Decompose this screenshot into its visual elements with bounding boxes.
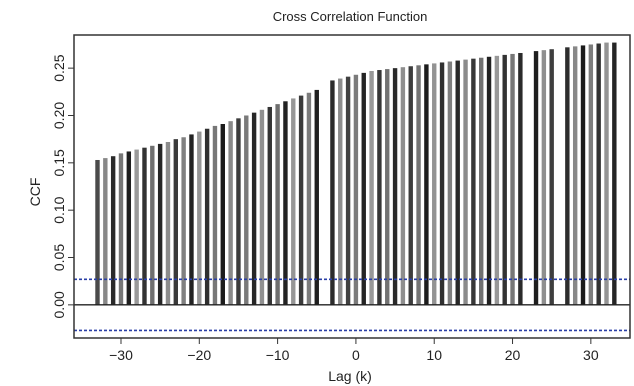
- ccf-bar: [432, 63, 437, 305]
- ccf-bar: [518, 52, 523, 305]
- ccf-bar: [134, 149, 139, 305]
- x-tick-label: −30: [109, 347, 133, 363]
- y-axis: 0.00 0.05 0.10 0.15 0.20 0.25: [51, 54, 74, 318]
- y-axis-label: CCF: [27, 178, 43, 207]
- y-tick-label: 0.00: [51, 291, 67, 318]
- ccf-bar: [447, 61, 453, 305]
- ccf-bar: [353, 74, 359, 305]
- ccf-bar: [424, 64, 429, 305]
- y-tick-label: 0.10: [51, 196, 67, 223]
- ccf-bar: [486, 56, 492, 305]
- ccf-bar: [439, 62, 445, 305]
- y-tick-label: 0.15: [51, 149, 67, 176]
- ccf-bar: [525, 52, 531, 305]
- ccf-bar: [580, 45, 586, 305]
- ccf-bar: [533, 51, 539, 305]
- ccf-bar: [197, 131, 202, 305]
- ccf-bar: [510, 53, 515, 305]
- ccf-bar: [494, 55, 500, 305]
- confidence-bounds: [74, 278, 630, 332]
- ccf-bar: [275, 104, 280, 305]
- ccf-bar: [392, 68, 398, 305]
- ccf-bar: [165, 141, 171, 305]
- ccf-bar: [604, 42, 609, 305]
- x-tick-label: 30: [583, 347, 599, 363]
- ccf-bars: [74, 42, 630, 306]
- ccf-bar: [338, 78, 343, 305]
- ccf-bar: [95, 159, 100, 305]
- ccf-bar: [228, 121, 233, 305]
- ccf-bar: [181, 137, 186, 305]
- ccf-bar: [612, 42, 617, 305]
- ccf-bar: [189, 134, 194, 305]
- ccf-bar: [455, 60, 460, 305]
- ccf-bar: [479, 57, 484, 305]
- ccf-bar: [220, 124, 225, 305]
- ccf-bar: [314, 89, 319, 305]
- ccf-bar: [400, 67, 406, 305]
- ccf-bar: [306, 92, 312, 305]
- ccf-bar: [345, 76, 351, 305]
- ccf-bar: [173, 139, 179, 305]
- ccf-bar: [126, 151, 132, 305]
- ccf-bar: [385, 69, 390, 305]
- ccf-bar: [416, 65, 421, 305]
- ccf-bar: [369, 70, 374, 305]
- ccf-bar: [150, 145, 155, 305]
- ccf-bar: [142, 147, 147, 305]
- x-tick-label: −20: [187, 347, 211, 363]
- ccf-bar: [251, 112, 257, 305]
- ccf-bar: [110, 156, 116, 305]
- ccf-bar: [267, 106, 272, 305]
- ccf-bar: [588, 44, 594, 305]
- ccf-bar: [596, 43, 601, 305]
- ccf-bar: [236, 118, 241, 305]
- ccf-bar: [118, 153, 124, 305]
- ccf-bar: [377, 70, 382, 305]
- ccf-bar: [322, 87, 327, 305]
- ccf-bar: [259, 109, 265, 305]
- ccf-bar: [283, 101, 288, 305]
- ccf-bar: [244, 115, 249, 305]
- y-tick-label: 0.05: [51, 244, 67, 271]
- ccf-bar: [298, 95, 304, 305]
- ccf-bar: [502, 54, 507, 305]
- x-axis: −30 −20 −10 0 10 20 30: [109, 338, 599, 363]
- ccf-bar: [361, 72, 366, 305]
- ccf-bar: [565, 47, 570, 305]
- ccf-bar: [157, 143, 163, 305]
- x-tick-label: 10: [426, 347, 442, 363]
- ccf-bar: [463, 59, 468, 305]
- ccf-bar: [557, 48, 562, 305]
- ccf-bar: [291, 98, 296, 305]
- x-tick-label: 20: [505, 347, 521, 363]
- x-axis-label: Lag (k): [328, 368, 372, 384]
- x-tick-label: −10: [266, 347, 290, 363]
- ccf-bar: [541, 50, 547, 305]
- ccf-bar: [549, 49, 554, 305]
- chart-title: Cross Correlation Function: [273, 9, 428, 24]
- y-tick-label: 0.20: [51, 102, 67, 129]
- plot-frame: [73, 34, 631, 339]
- ccf-bar: [408, 66, 413, 305]
- ccf-bar: [330, 80, 335, 305]
- ccf-bar: [212, 125, 218, 305]
- ccf-bar: [572, 46, 578, 305]
- ccf-bar: [204, 128, 210, 305]
- ccf-bar: [103, 158, 108, 305]
- y-tick-label: 0.25: [51, 54, 67, 81]
- ccf-bar: [471, 58, 476, 305]
- x-tick-label: 0: [352, 347, 360, 363]
